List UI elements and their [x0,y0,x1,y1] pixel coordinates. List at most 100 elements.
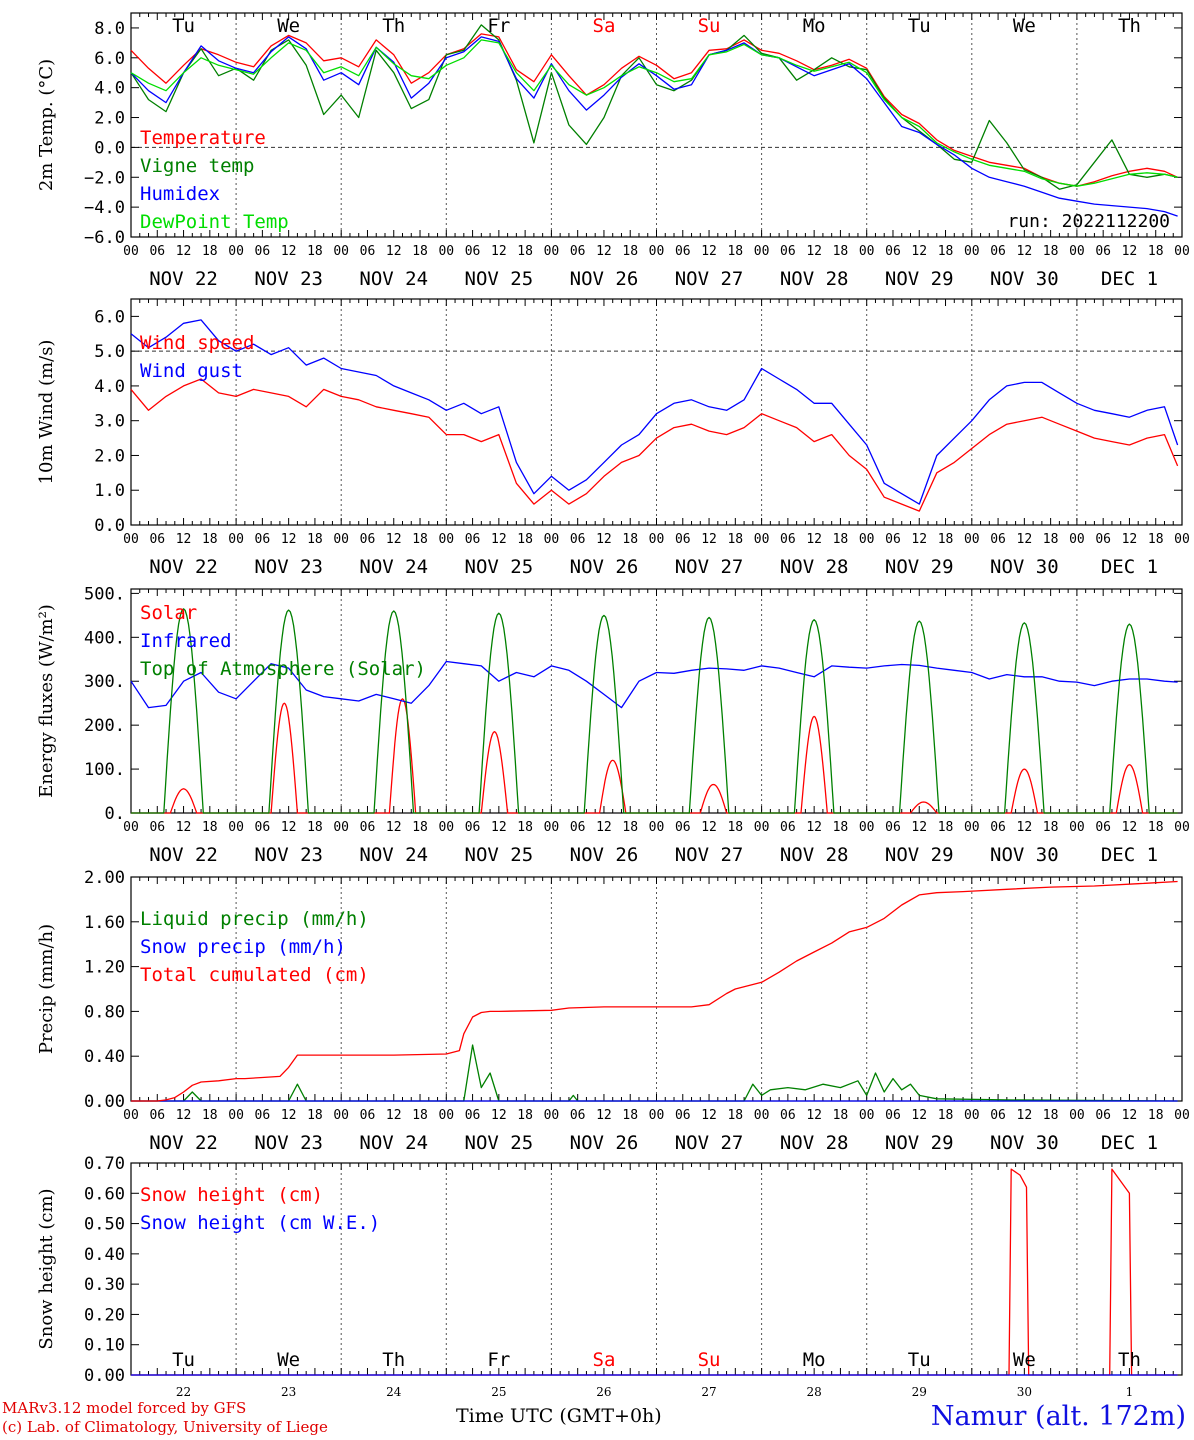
hour-tick-label: 06 [255,1108,271,1123]
date-label: NOV 25 [465,556,534,578]
hour-tick-label: 00 [123,244,139,259]
hour-tick-label: 06 [1095,1108,1111,1123]
hour-tick-label: 12 [281,820,297,835]
y-tick-label: 1.0 [94,481,125,501]
hour-tick-label: 06 [675,244,691,259]
credit-line-1: MARv3.12 model forced by GFS [2,1399,247,1417]
y-axis-title: Snow height (cm) [36,1188,57,1349]
panel-3: 500. 400. 300. 200. 100. 0. Energy fluxes (W/m… [36,584,1190,866]
hour-tick-label: 12 [806,244,822,259]
hour-tick-label: 06 [360,820,376,835]
hour-tick-label: 00 [649,820,665,835]
hour-tick-label: 12 [911,1108,927,1123]
hour-tick-label: 18 [202,244,218,259]
hour-tick-label: 00 [228,532,244,547]
model-credit: MARv3.12 model forced by GFS (c) Lab. of… [2,1399,328,1437]
day-name-label: Tu [172,1349,195,1371]
hour-tick-label: 00 [859,1108,875,1123]
hour-tick-label: 18 [202,532,218,547]
series-line-temperature [130,33,1178,187]
date-label: NOV 30 [990,556,1059,578]
date-label: NOV 23 [254,844,323,866]
hour-tick-label: 12 [1017,820,1033,835]
hour-tick-label: 12 [1122,820,1138,835]
date-label: DEC 1 [1101,556,1158,578]
hour-tick-label: 06 [780,244,796,259]
hour-tick-label: 00 [1069,820,1085,835]
day-name-label: We [1013,1349,1036,1371]
day-number-label: 29 [912,1385,927,1399]
hour-tick-label: 06 [465,820,481,835]
hour-tick-label: 18 [307,1108,323,1123]
date-label: NOV 29 [885,268,954,290]
hour-tick-label: 00 [123,532,139,547]
station-label: Namur (alt. 172m) [930,1401,1186,1432]
legend-entry: Solar [140,602,197,624]
hour-tick-label: 18 [307,244,323,259]
legend-entry: Humidex [140,183,220,205]
date-label: NOV 26 [570,1132,639,1154]
hour-tick-label: 06 [465,1108,481,1123]
date-label: NOV 28 [780,1132,849,1154]
hour-tick-label: 00 [754,244,770,259]
hour-tick-label: 00 [754,820,770,835]
panel-1: 8.0 6.0 4.0 2.0 0.0 −2.0 −4.0 −6.0 2m Temp. (°C)… [36,12,1190,290]
day-name-label: Tu [908,15,931,37]
series-line-solar [131,698,1178,814]
hour-tick-label: 00 [333,244,349,259]
hour-tick-label: 06 [990,820,1006,835]
hour-tick-label: 12 [911,532,927,547]
hour-tick-label: 00 [438,1108,454,1123]
hour-tick-label: 12 [176,244,192,259]
legend-entry: Top of Atmosphere (Solar) [140,658,426,680]
date-label: NOV 24 [359,1132,428,1154]
series-line-wind-gust [130,319,1179,505]
date-label: NOV 27 [675,268,744,290]
date-label: NOV 25 [465,268,534,290]
hour-tick-label: 06 [780,1108,796,1123]
hour-tick-label: 06 [675,1108,691,1123]
date-label: NOV 24 [359,556,428,578]
series-line-humidex [130,36,1178,217]
hour-tick-label: 12 [596,820,612,835]
y-tick-label: 0.40 [84,1047,125,1067]
hour-tick-label: 18 [1043,1108,1059,1123]
hour-tick-label: 12 [176,820,192,835]
series-line-dewpoint-temp [130,39,1178,187]
hour-tick-label: 06 [885,1108,901,1123]
hour-tick-label: 00 [859,532,875,547]
date-label: NOV 29 [885,1132,954,1154]
day-name-label: We [277,1349,300,1371]
run-annotation: run: 2022112200 [1007,211,1170,232]
hour-tick-label: 12 [1122,1108,1138,1123]
hour-tick-label: 06 [1095,820,1111,835]
hour-tick-label: 00 [544,244,560,259]
y-tick-label: 0.30 [84,1275,125,1295]
legend-entry: Vigne temp [140,155,254,177]
hour-tick-label: 00 [438,244,454,259]
day-number-label: 28 [807,1385,822,1399]
hour-tick-label: 18 [202,820,218,835]
hour-tick-label: 12 [281,532,297,547]
hour-tick-label: 06 [570,1108,586,1123]
hour-tick-label: 18 [833,244,849,259]
hour-tick-label: 06 [885,244,901,259]
hour-tick-label: 00 [964,532,980,547]
day-number-label: 30 [1017,1385,1032,1399]
day-name-label: Mo [803,1349,826,1371]
hour-tick-label: 18 [1043,820,1059,835]
hour-tick-label: 18 [517,532,533,547]
hour-tick-label: 00 [544,820,560,835]
hour-tick-label: 00 [333,820,349,835]
day-name-label: Mo [803,15,826,37]
hour-tick-label: 12 [491,244,507,259]
hour-tick-label: 06 [570,532,586,547]
date-label: NOV 23 [254,268,323,290]
y-tick-label: 100. [84,760,125,780]
hour-tick-label: 00 [649,1108,665,1123]
hour-tick-label: 00 [544,532,560,547]
hour-tick-label: 00 [1174,532,1190,547]
date-label: NOV 28 [780,268,849,290]
hour-tick-label: 06 [570,244,586,259]
